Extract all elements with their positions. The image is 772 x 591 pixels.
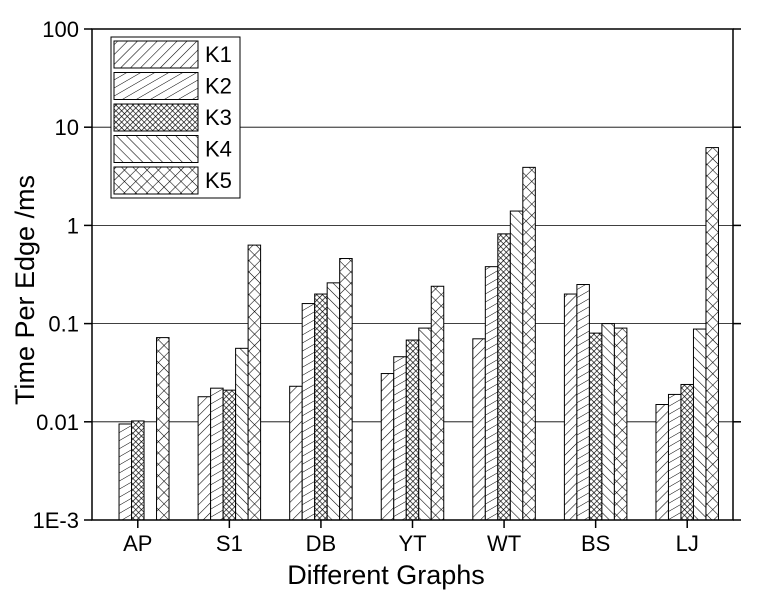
bar-k5-db xyxy=(339,258,353,521)
legend-label-k5: K5 xyxy=(205,168,232,193)
legend: K1 K2 K3 K4 K5 xyxy=(110,36,241,199)
legend-swatch-k2 xyxy=(113,72,199,100)
y-tick-label: 0.1 xyxy=(48,312,79,337)
bar-k2-db xyxy=(301,303,316,521)
legend-swatch-k1 xyxy=(113,40,199,69)
bar-k5-bs xyxy=(613,327,628,521)
x-tick-label: DB xyxy=(306,531,337,556)
bar-k3-bs xyxy=(588,332,603,521)
bar-k4-bs xyxy=(601,323,615,521)
bar-k4-db xyxy=(326,282,341,521)
bar-k1-wt xyxy=(472,338,486,521)
x-tick-label: WT xyxy=(487,531,521,556)
bar-k3-lj xyxy=(680,383,694,521)
x-tick-label: S1 xyxy=(216,531,243,556)
bar-k3-wt xyxy=(497,233,511,521)
bar-k3-ap xyxy=(131,420,145,521)
bar-k4-s1 xyxy=(235,347,249,521)
x-tick-label: LJ xyxy=(676,531,699,556)
bar-k2-s1 xyxy=(210,387,224,521)
bar-k5-ap xyxy=(156,337,170,521)
bars xyxy=(118,147,719,521)
bar-k3-yt xyxy=(405,339,420,521)
bar-k3-db xyxy=(314,293,328,521)
bar-k2-ap xyxy=(118,423,133,521)
y-tick-label: 10 xyxy=(55,115,79,140)
bar-k5-yt xyxy=(430,285,445,521)
bar-k2-bs xyxy=(576,284,590,521)
y-tick-label: 0.01 xyxy=(36,410,79,435)
legend-swatch-k5 xyxy=(113,166,199,195)
bar-k1-yt xyxy=(380,373,395,521)
y-tick-label: 1E-3 xyxy=(33,508,79,533)
y-tick-label: 1 xyxy=(67,213,79,238)
legend-swatch-k3 xyxy=(113,103,199,132)
legend-label-k3: K3 xyxy=(205,105,232,130)
bar-k5-lj xyxy=(705,147,719,521)
bar-k4-lj xyxy=(692,328,707,521)
legend-label-k4: K4 xyxy=(205,137,232,162)
bar-k2-wt xyxy=(484,266,499,521)
bar-k1-lj xyxy=(655,404,669,521)
bar-k5-wt xyxy=(522,166,536,521)
bar-k3-s1 xyxy=(222,389,237,521)
bar-k4-yt xyxy=(418,327,432,521)
bar-k5-s1 xyxy=(247,244,262,521)
bar-k2-yt xyxy=(393,356,407,521)
legend-label-k2: K2 xyxy=(205,74,232,99)
bar-k1-bs xyxy=(563,293,578,521)
y-axis: 1E-3 0.01 0.1 1 10 100 xyxy=(33,17,741,533)
y-tick-label: 100 xyxy=(42,17,79,42)
x-axis-title: Different Graphs xyxy=(287,560,485,590)
x-tick-label: AP xyxy=(123,531,152,556)
y-axis-title: Time Per Edge /ms xyxy=(10,175,40,405)
legend-label-k1: K1 xyxy=(205,42,232,67)
x-tick-label: YT xyxy=(398,531,426,556)
x-axis: AP S1 DB YT WT BS LJ xyxy=(123,520,699,556)
bar-k1-db xyxy=(289,385,303,521)
legend-swatch-k4 xyxy=(113,135,199,163)
bar-k4-wt xyxy=(509,210,524,521)
x-tick-label: BS xyxy=(581,531,610,556)
bar-k2-lj xyxy=(667,393,682,521)
bar-k1-s1 xyxy=(197,396,212,521)
